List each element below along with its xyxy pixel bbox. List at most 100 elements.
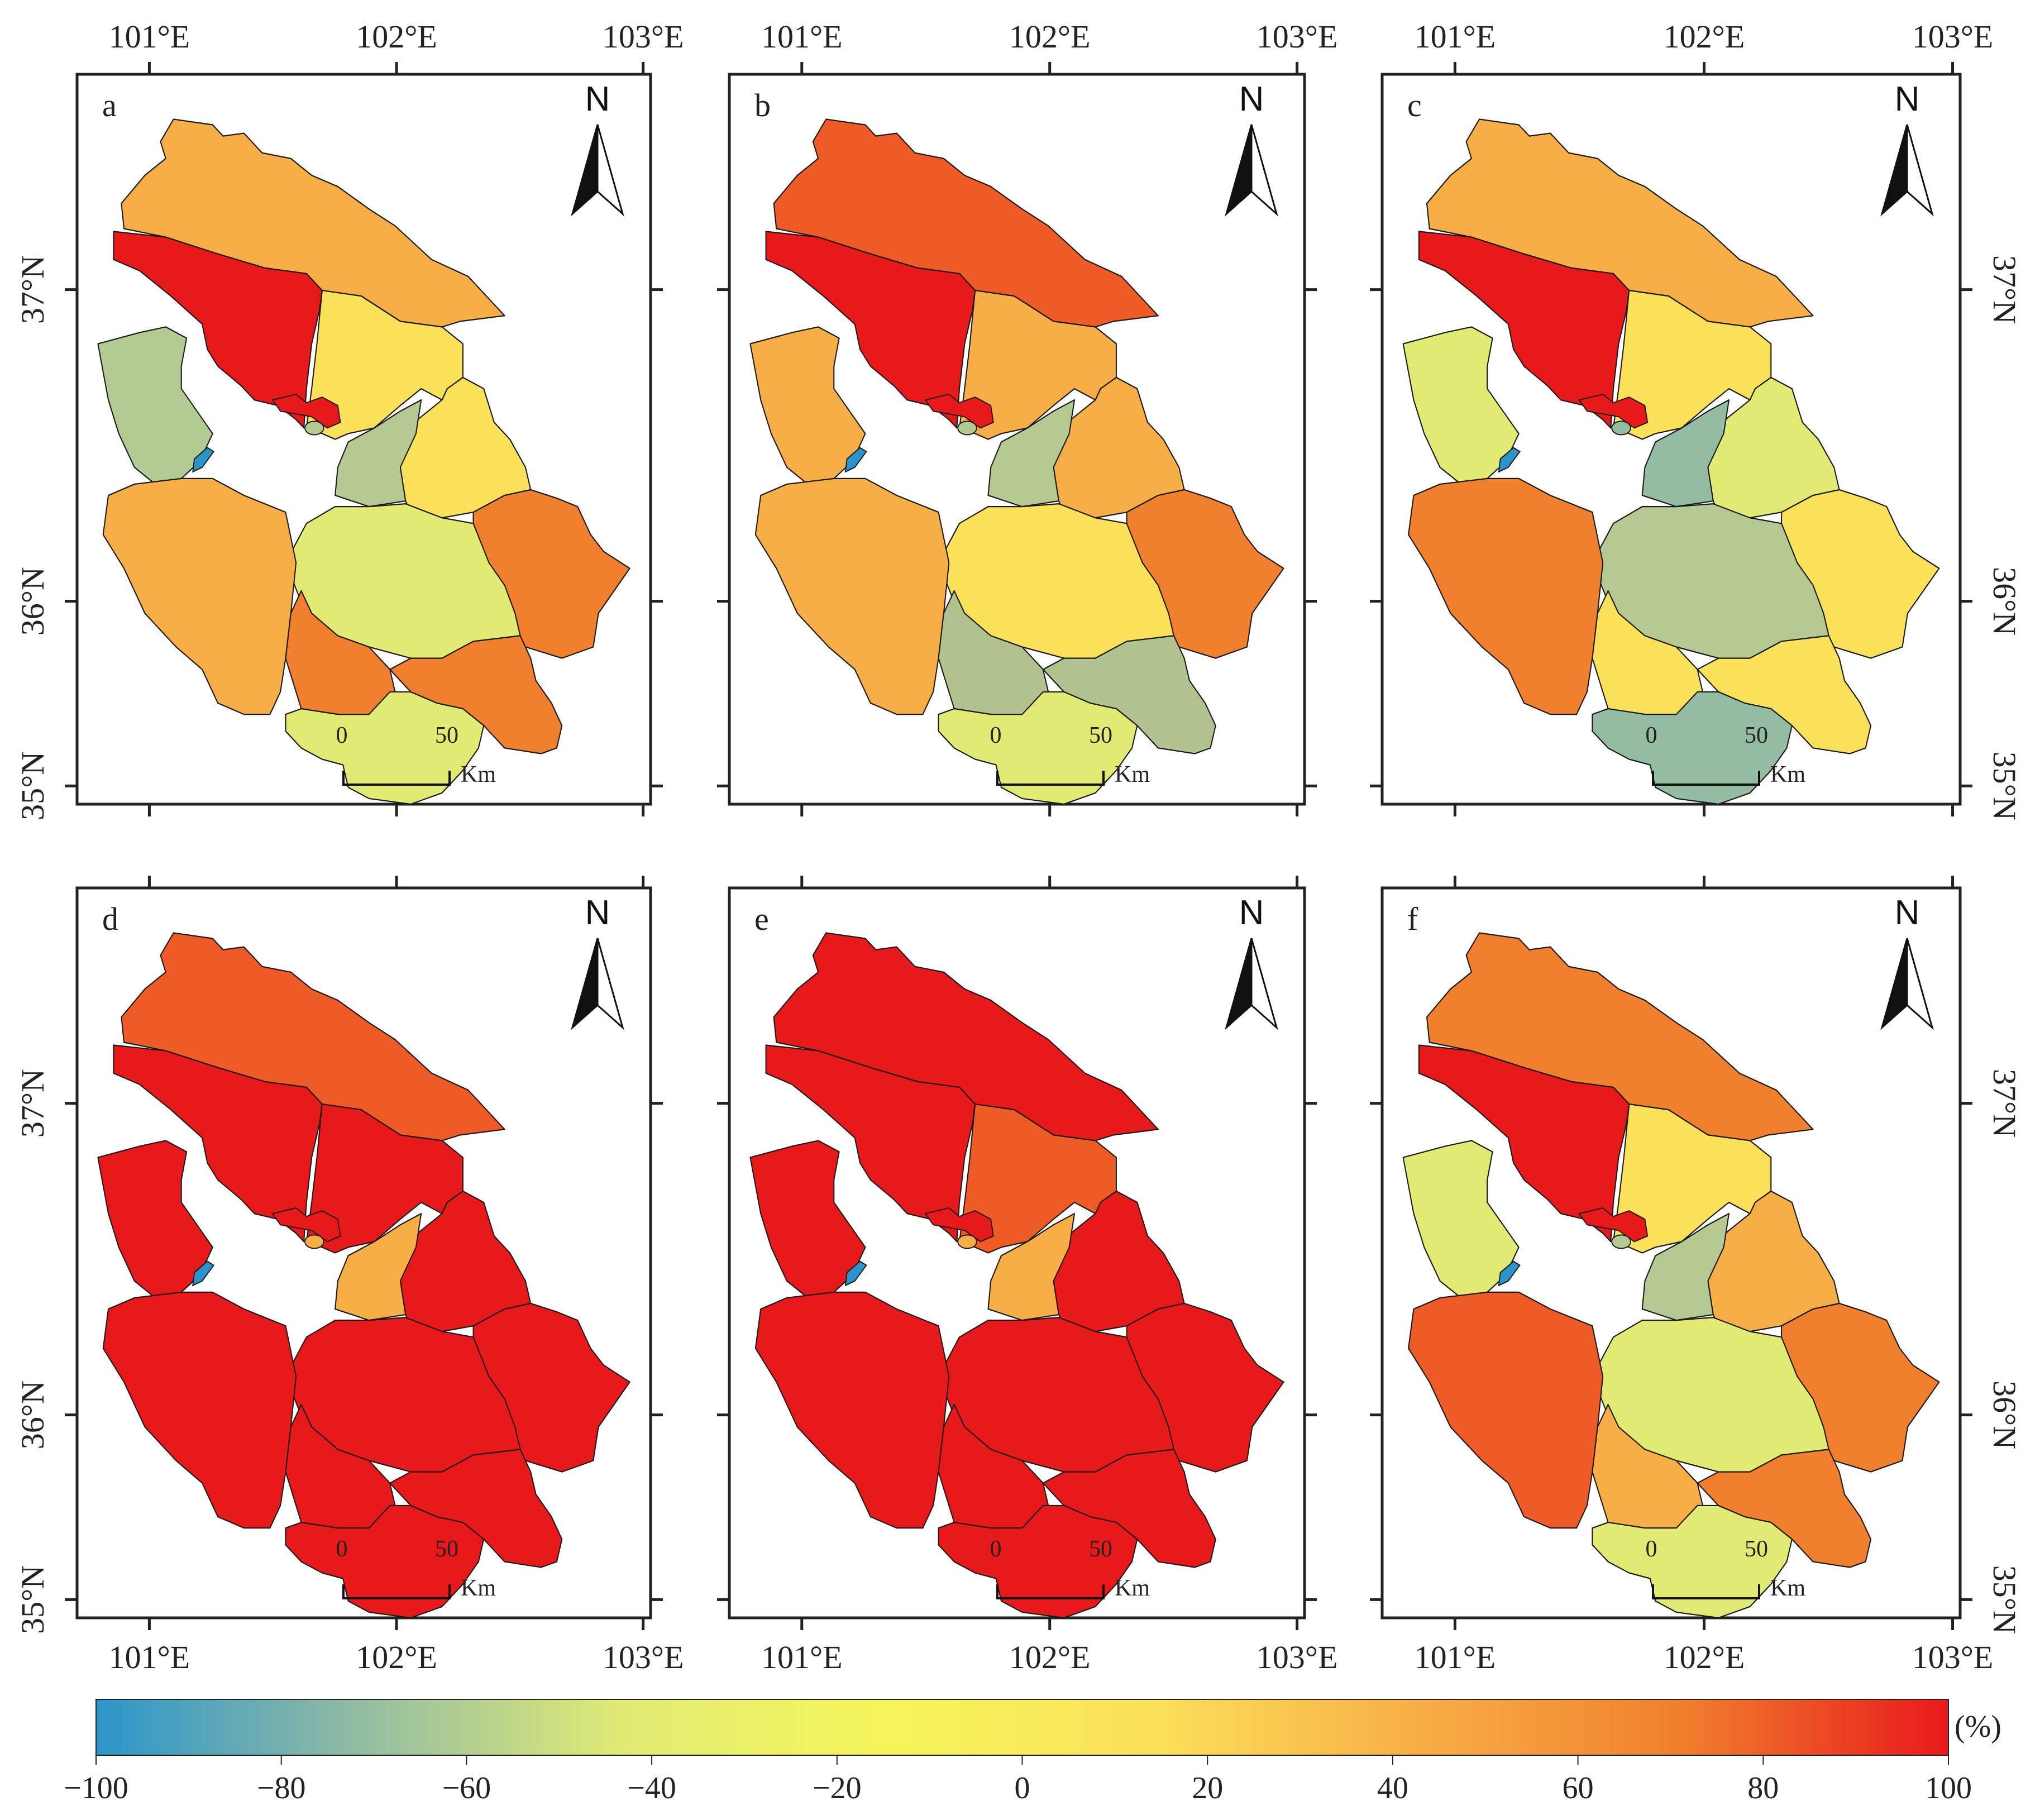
north-arrow-icon: N: [571, 894, 624, 1030]
colorbar-tick-label: 100: [1925, 1771, 1972, 1805]
lake: [844, 1260, 867, 1287]
colorbar-tick-label: 80: [1747, 1771, 1779, 1805]
region-sw: [754, 477, 950, 715]
region-north: [773, 118, 1159, 328]
svg-text:50: 50: [1089, 1536, 1112, 1562]
lake: [1498, 447, 1521, 473]
region-north: [773, 932, 1159, 1141]
north-arrow-icon: N: [1880, 894, 1934, 1030]
colorbar-tick-label: 0: [1015, 1771, 1030, 1805]
north-arrow-icon: N: [1225, 894, 1278, 1030]
panel-letter: d: [102, 901, 118, 937]
svg-text:Km: Km: [1115, 762, 1150, 787]
north-arrow-icon: N: [1880, 80, 1934, 217]
colorbar-tick-label: 20: [1192, 1771, 1223, 1805]
city-enclave: [1578, 1207, 1649, 1243]
svg-text:N: N: [585, 894, 610, 932]
region-south: [285, 691, 485, 805]
region-south: [285, 1504, 485, 1619]
region-cross: [1641, 1213, 1730, 1321]
region-cross: [1641, 399, 1730, 508]
lon-label: 103°E: [1257, 18, 1338, 55]
svg-text:50: 50: [435, 723, 458, 748]
region-nw: [113, 231, 323, 429]
svg-text:Km: Km: [1770, 762, 1805, 787]
panel-letter: f: [1407, 901, 1418, 937]
region-cross: [335, 1213, 422, 1321]
colorbar-tick-label: 40: [1377, 1771, 1408, 1805]
region-west: [749, 1140, 866, 1299]
region-nw: [765, 231, 976, 429]
city-enclave: [924, 393, 994, 429]
city-enclave: [271, 393, 341, 429]
region-sw: [102, 477, 297, 715]
svg-text:50: 50: [1745, 1536, 1768, 1562]
region-cross: [335, 399, 422, 508]
lat-label: 37°N: [15, 255, 51, 324]
lon-label: 103°E: [1257, 1639, 1338, 1675]
svg-text:50: 50: [435, 1536, 458, 1562]
lon-label: 103°E: [1912, 1639, 1994, 1675]
lon-label: 101°E: [109, 18, 190, 55]
city-enclave-small: [957, 421, 977, 436]
region-sw: [1408, 477, 1604, 715]
watershed-map: [97, 118, 630, 805]
city-enclave-small: [957, 1234, 977, 1249]
lon-label: 101°E: [109, 1639, 190, 1675]
region-west: [1402, 1140, 1520, 1299]
lat-label: 35°N: [1986, 1565, 2023, 1634]
svg-text:0: 0: [336, 723, 348, 748]
lat-label: 36°N: [15, 567, 51, 636]
colorbar-unit: (%): [1955, 1709, 2001, 1744]
lon-label: 101°E: [761, 18, 843, 55]
lake: [192, 447, 215, 473]
lat-label: 37°N: [1986, 255, 2023, 324]
city-enclave-small: [1611, 421, 1631, 436]
region-center: [1612, 289, 1772, 440]
svg-text:N: N: [1895, 894, 1920, 932]
region-west: [97, 326, 213, 485]
svg-text:0: 0: [1646, 723, 1657, 748]
region-nw: [1418, 1044, 1630, 1243]
region-sw: [1408, 1291, 1604, 1529]
region-center: [958, 1103, 1117, 1254]
lon-label: 102°E: [1664, 1639, 1745, 1675]
lat-label: 36°N: [1986, 567, 2023, 636]
region-center: [305, 289, 464, 440]
panel-letter: c: [1407, 87, 1422, 123]
lake: [1498, 1260, 1521, 1287]
colorbar: (%) −100 −80 −60 −40 −20 0 20 40 60 80 100: [64, 1699, 2001, 1805]
colorbar-tick-label: −60: [442, 1771, 491, 1805]
lon-label: 103°E: [1912, 18, 1994, 55]
region-center: [305, 1103, 464, 1254]
lat-label: 36°N: [15, 1380, 51, 1449]
lat-label: 36°N: [1986, 1380, 2023, 1449]
lon-label: 103°E: [603, 1639, 684, 1675]
region-west: [1402, 326, 1520, 485]
svg-text:50: 50: [1745, 723, 1768, 748]
lon-label: 102°E: [1009, 1639, 1091, 1675]
svg-text:50: 50: [1089, 723, 1112, 748]
lon-label: 102°E: [1009, 18, 1091, 55]
region-cross: [987, 399, 1076, 508]
svg-text:Km: Km: [1115, 1575, 1150, 1601]
svg-text:0: 0: [1646, 1536, 1657, 1562]
region-south: [1592, 1504, 1793, 1619]
region-sw: [754, 1291, 950, 1529]
svg-text:N: N: [1239, 894, 1264, 932]
colorbar-tick-label: −80: [257, 1771, 306, 1805]
svg-text:Km: Km: [461, 1575, 496, 1601]
city-enclave-small: [304, 1234, 324, 1249]
north-arrow-icon: N: [571, 80, 624, 217]
svg-text:0: 0: [990, 723, 1002, 748]
region-center: [958, 289, 1117, 440]
svg-text:N: N: [1895, 80, 1920, 118]
region-north: [121, 118, 505, 328]
